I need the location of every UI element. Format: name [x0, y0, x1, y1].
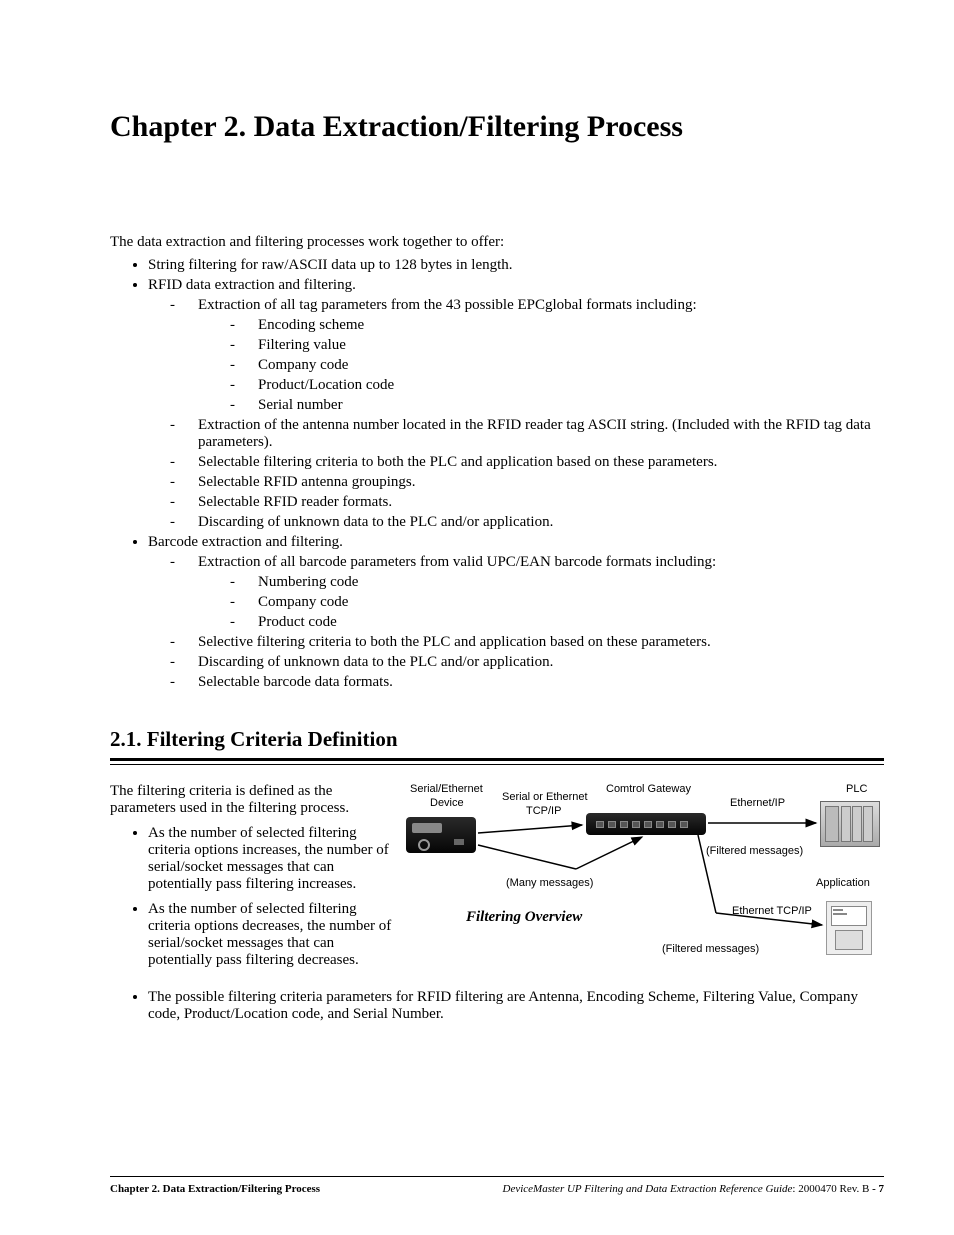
- list-item: Serial number: [230, 397, 884, 414]
- list-item: Selectable RFID antenna groupings.: [170, 474, 884, 491]
- list-item: Numbering code: [230, 574, 884, 591]
- list-item: Extraction of all barcode parameters fro…: [170, 554, 884, 631]
- list-item: Selective filtering criteria to both the…: [170, 634, 884, 651]
- list-item: String filtering for raw/ASCII data up t…: [148, 257, 884, 274]
- intro-text: The data extraction and filtering proces…: [110, 234, 884, 251]
- footer-guide-title: DeviceMaster UP Filtering and Data Extra…: [503, 1183, 793, 1195]
- sub-sub-list: Numbering code Company code Product code: [198, 574, 884, 631]
- footer-left: Chapter 2. Data Extraction/Filtering Pro…: [110, 1183, 320, 1195]
- section-2-1-body: The filtering criteria is defined as the…: [110, 783, 884, 983]
- footer-rev: : 2000470 Rev. B: [792, 1183, 869, 1195]
- diagram-arrows: [406, 783, 886, 983]
- list-item: Company code: [230, 594, 884, 611]
- main-list: String filtering for raw/ASCII data up t…: [110, 257, 884, 691]
- list-item: Discarding of unknown data to the PLC an…: [170, 514, 884, 531]
- page-footer: Chapter 2. Data Extraction/Filtering Pro…: [110, 1176, 884, 1195]
- page: Chapter 2. Data Extraction/Filtering Pro…: [0, 0, 954, 1235]
- sub-list: Extraction of all tag parameters from th…: [148, 297, 884, 531]
- section-rule: [110, 758, 884, 765]
- list-item: Selectable RFID reader formats.: [170, 494, 884, 511]
- list-text: Extraction of all barcode parameters fro…: [198, 554, 716, 570]
- list-item: Product code: [230, 614, 884, 631]
- list-item: Company code: [230, 357, 884, 374]
- list-item: Selectable barcode data formats.: [170, 674, 884, 691]
- list-item: Extraction of all tag parameters from th…: [170, 297, 884, 414]
- list-item: As the number of selected filtering crit…: [148, 901, 392, 969]
- section-list-cont: The possible filtering criteria paramete…: [110, 989, 884, 1023]
- sub-list: Extraction of all barcode parameters fro…: [148, 554, 884, 691]
- filtering-overview-diagram: Serial/Ethernet Device Serial or Etherne…: [406, 783, 884, 983]
- section-list: As the number of selected filtering crit…: [110, 825, 392, 969]
- list-item: The possible filtering criteria paramete…: [148, 989, 884, 1023]
- list-item: Selectable filtering criteria to both th…: [170, 454, 884, 471]
- list-item: RFID data extraction and filtering. Extr…: [148, 277, 884, 531]
- sub-sub-list: Encoding scheme Filtering value Company …: [198, 317, 884, 414]
- list-text: RFID data extraction and filtering.: [148, 277, 356, 293]
- list-item: Extraction of the antenna number located…: [170, 417, 884, 451]
- section-2-1-title: 2.1. Filtering Criteria Definition: [110, 727, 884, 752]
- section-left-column: The filtering criteria is defined as the…: [110, 783, 392, 983]
- list-item: Discarding of unknown data to the PLC an…: [170, 654, 884, 671]
- list-text: Barcode extraction and filtering.: [148, 534, 343, 550]
- list-text: Extraction of all tag parameters from th…: [198, 297, 697, 313]
- list-item: Barcode extraction and filtering. Extrac…: [148, 534, 884, 691]
- list-item: As the number of selected filtering crit…: [148, 825, 392, 893]
- list-item: Filtering value: [230, 337, 884, 354]
- list-item: Encoding scheme: [230, 317, 884, 334]
- chapter-title: Chapter 2. Data Extraction/Filtering Pro…: [110, 110, 884, 144]
- section-after-diagram: The possible filtering criteria paramete…: [110, 989, 884, 1023]
- footer-right: DeviceMaster UP Filtering and Data Extra…: [503, 1183, 884, 1195]
- footer-page: - 7: [869, 1183, 884, 1195]
- section-intro: The filtering criteria is defined as the…: [110, 783, 392, 817]
- list-item: Product/Location code: [230, 377, 884, 394]
